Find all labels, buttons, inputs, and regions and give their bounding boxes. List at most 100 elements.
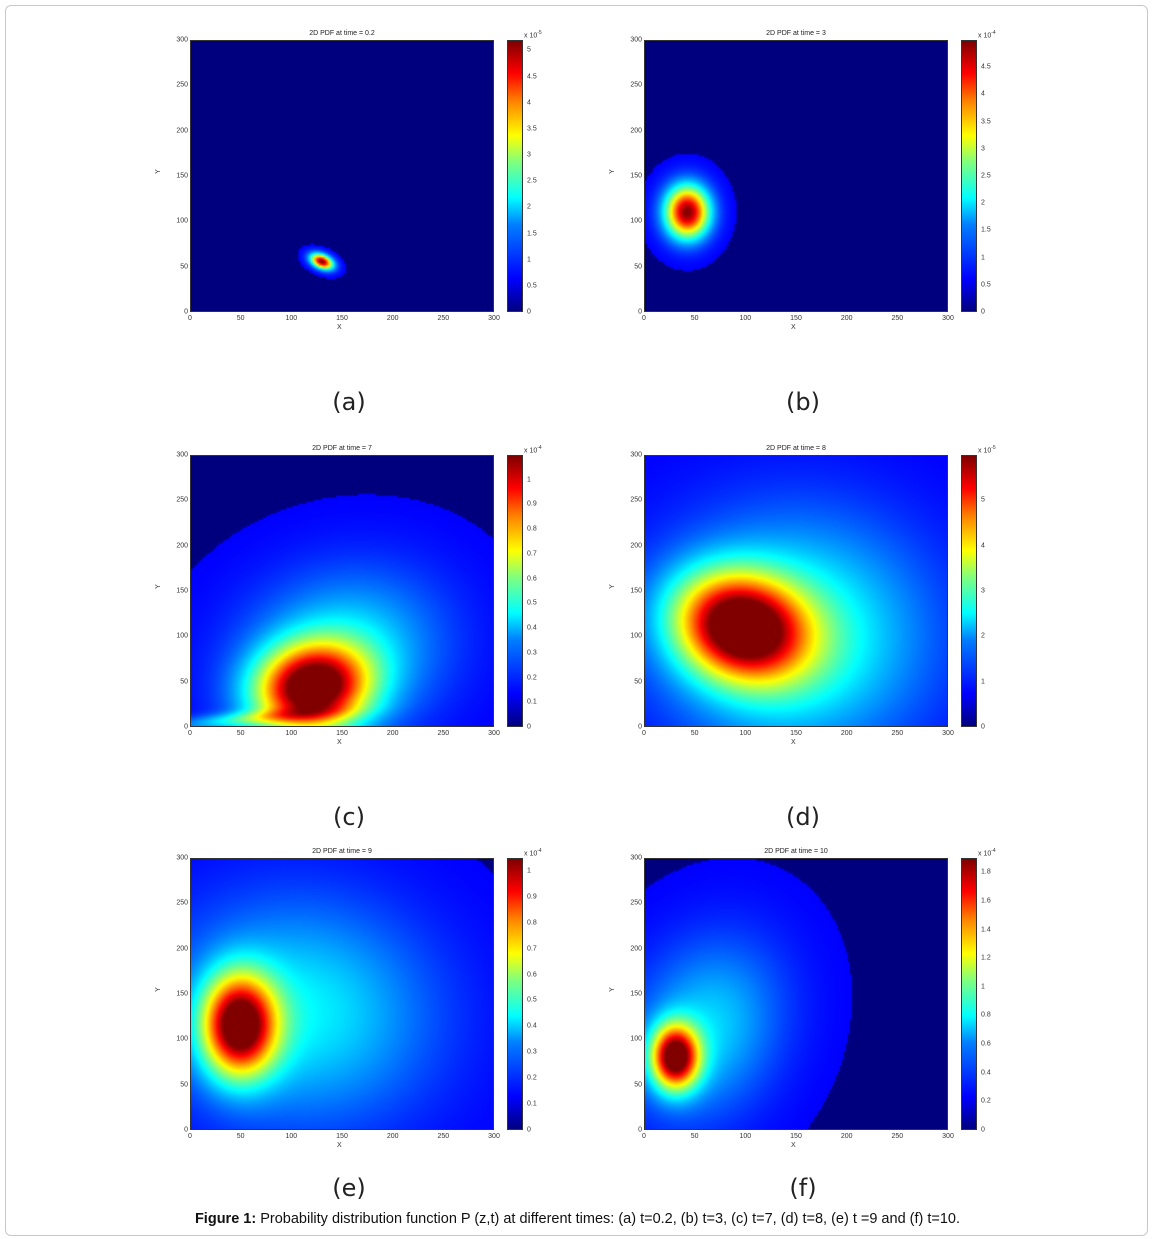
x-tick-label: 250 [891, 730, 904, 737]
colorbar-exponent: x 10-5 [978, 445, 996, 455]
heatmap-image [645, 456, 947, 726]
y-tick-label: 300 [176, 854, 188, 862]
colorbar-tick-label: 0.6 [527, 575, 537, 583]
colorbar-tick-label: 0.3 [527, 1048, 537, 1056]
y-tick-label: 0 [638, 723, 642, 731]
y-tick-label: 200 [176, 127, 188, 135]
y-tick-label: 150 [630, 587, 642, 595]
colorbar-tick-label: 0 [981, 723, 985, 731]
colorbar-tick-label: 2 [981, 199, 985, 207]
y-tick-label: 50 [634, 263, 642, 271]
subfigure-label-e: (e) [332, 1174, 366, 1202]
x-tick-label: 200 [386, 730, 399, 737]
colorbar-tick-label: 2 [527, 203, 531, 211]
y-tick-label: 50 [634, 1081, 642, 1089]
y-tick-label: 150 [176, 587, 188, 595]
heatmap-panel-f: 2D PDF at time = 10 0 50 100 150 200 250 300 0 50… [609, 848, 1016, 1149]
colorbar-tick-label: 0 [981, 1126, 985, 1134]
x-tick-label: 0 [642, 730, 646, 737]
subfigure-label-b: (b) [786, 388, 820, 416]
y-tick-label: 100 [630, 632, 642, 640]
y-tick-label: 50 [180, 678, 188, 686]
colorbar-tick-label: 0.2 [981, 1097, 991, 1105]
colorbar-tick-label: 0 [981, 308, 985, 316]
x-tick-label: 0 [188, 730, 192, 737]
figure-frame [5, 5, 1148, 1236]
colorbar-tick-label: 0.6 [981, 1040, 991, 1048]
x-tick-label: 50 [236, 315, 245, 322]
heatmap-image [191, 859, 493, 1129]
x-tick-label: 150 [336, 730, 348, 737]
y-tick-label: 0 [184, 308, 188, 316]
colorbar-tick-label: 1 [981, 254, 985, 262]
x-tick-label: 0 [188, 1133, 192, 1140]
x-axis-label: X [791, 1142, 796, 1149]
heatmap-panel-e: 2D PDF at time = 9 0 50 100 150 200 250 300 0 50 1… [155, 848, 562, 1149]
panel-title: 2D PDF at time = 3 [766, 30, 826, 37]
heatmap-panel-b: 2D PDF at time = 3 0 50 100 150 200 250 300 0 50 1… [609, 30, 1016, 331]
colorbar-tick-label: 1 [527, 256, 531, 264]
colorbar-tick-label: 0.1 [527, 1100, 537, 1108]
colorbar-tick-label: 0.5 [981, 281, 991, 289]
heatmap-plot-area [190, 858, 494, 1130]
y-tick-label: 250 [176, 81, 188, 89]
x-tick-label: 150 [790, 1133, 802, 1140]
x-tick-label: 200 [386, 315, 399, 322]
colorbar-exponent-power: -5 [537, 30, 542, 36]
colorbar-tick-label: 1.4 [981, 926, 991, 934]
y-tick-label: 0 [638, 1126, 642, 1134]
heatmap-plot-area [644, 40, 948, 312]
x-tick-label: 0 [642, 315, 646, 322]
colorbar-tick-label: 4.5 [527, 73, 537, 81]
colorbar-tick-label: 3 [981, 145, 985, 153]
colorbar-exponent: x 10-4 [978, 30, 996, 40]
colorbar-tick-label: 0 [527, 1126, 531, 1134]
colorbar-exponent-power: -5 [991, 445, 996, 451]
y-tick-label: 100 [630, 217, 642, 225]
colorbar-tick-label: 3 [981, 587, 985, 595]
colorbar-exponent-power: -4 [537, 848, 542, 854]
x-tick-label: 100 [285, 1133, 298, 1140]
x-tick-label: 100 [739, 730, 752, 737]
caption-text: Probability distribution function P (z,t… [256, 1211, 961, 1227]
colorbar-tick-label: 1 [527, 476, 531, 484]
y-tick-label: 150 [630, 172, 642, 180]
colorbar-exponent: x 10-5 [524, 30, 542, 40]
y-tick-label: 150 [176, 172, 188, 180]
colorbar-exponent-power: -4 [991, 848, 996, 854]
x-tick-label: 200 [840, 1133, 853, 1140]
subfigure-label-d: (d) [786, 803, 820, 831]
heatmap-plot-area [644, 455, 948, 727]
colorbar-tick-label: 0.8 [527, 525, 537, 533]
y-tick-label: 0 [184, 1126, 188, 1134]
heatmap-panel-c: 2D PDF at time = 7 0 50 100 150 200 250 300 0 50 1… [155, 445, 562, 746]
x-tick-label: 300 [488, 315, 500, 322]
y-tick-label: 100 [176, 217, 188, 225]
colorbar-tick-label: 1 [527, 867, 531, 875]
x-tick-label: 300 [488, 730, 500, 737]
y-axis-label: Y [154, 584, 162, 589]
panel-title: 2D PDF at time = 8 [766, 445, 826, 452]
y-tick-label: 100 [630, 1035, 642, 1043]
x-tick-label: 300 [942, 315, 954, 322]
colorbar-tick-label: 0.3 [527, 649, 537, 657]
figure-caption: Figure 1: Probability distribution funct… [0, 1211, 1155, 1227]
y-tick-label: 300 [176, 36, 188, 44]
x-tick-label: 50 [236, 730, 245, 737]
y-axis-label: Y [608, 987, 616, 992]
y-tick-label: 300 [630, 36, 642, 44]
x-tick-label: 150 [790, 730, 802, 737]
x-axis-label: X [791, 324, 796, 331]
heatmap-image [191, 41, 493, 311]
colorbar-tick-label: 4 [981, 542, 985, 550]
colorbar-tick-label: 0.9 [527, 500, 537, 508]
x-tick-label: 100 [739, 1133, 752, 1140]
y-axis-label: Y [608, 584, 616, 589]
x-tick-label: 200 [840, 730, 853, 737]
heatmap-plot-area [190, 455, 494, 727]
colorbar-exponent: x 10-4 [524, 848, 542, 858]
x-tick-label: 250 [437, 1133, 450, 1140]
x-tick-label: 250 [891, 315, 904, 322]
colorbar-tick-label: 0.7 [527, 550, 537, 558]
y-tick-label: 100 [176, 632, 188, 640]
